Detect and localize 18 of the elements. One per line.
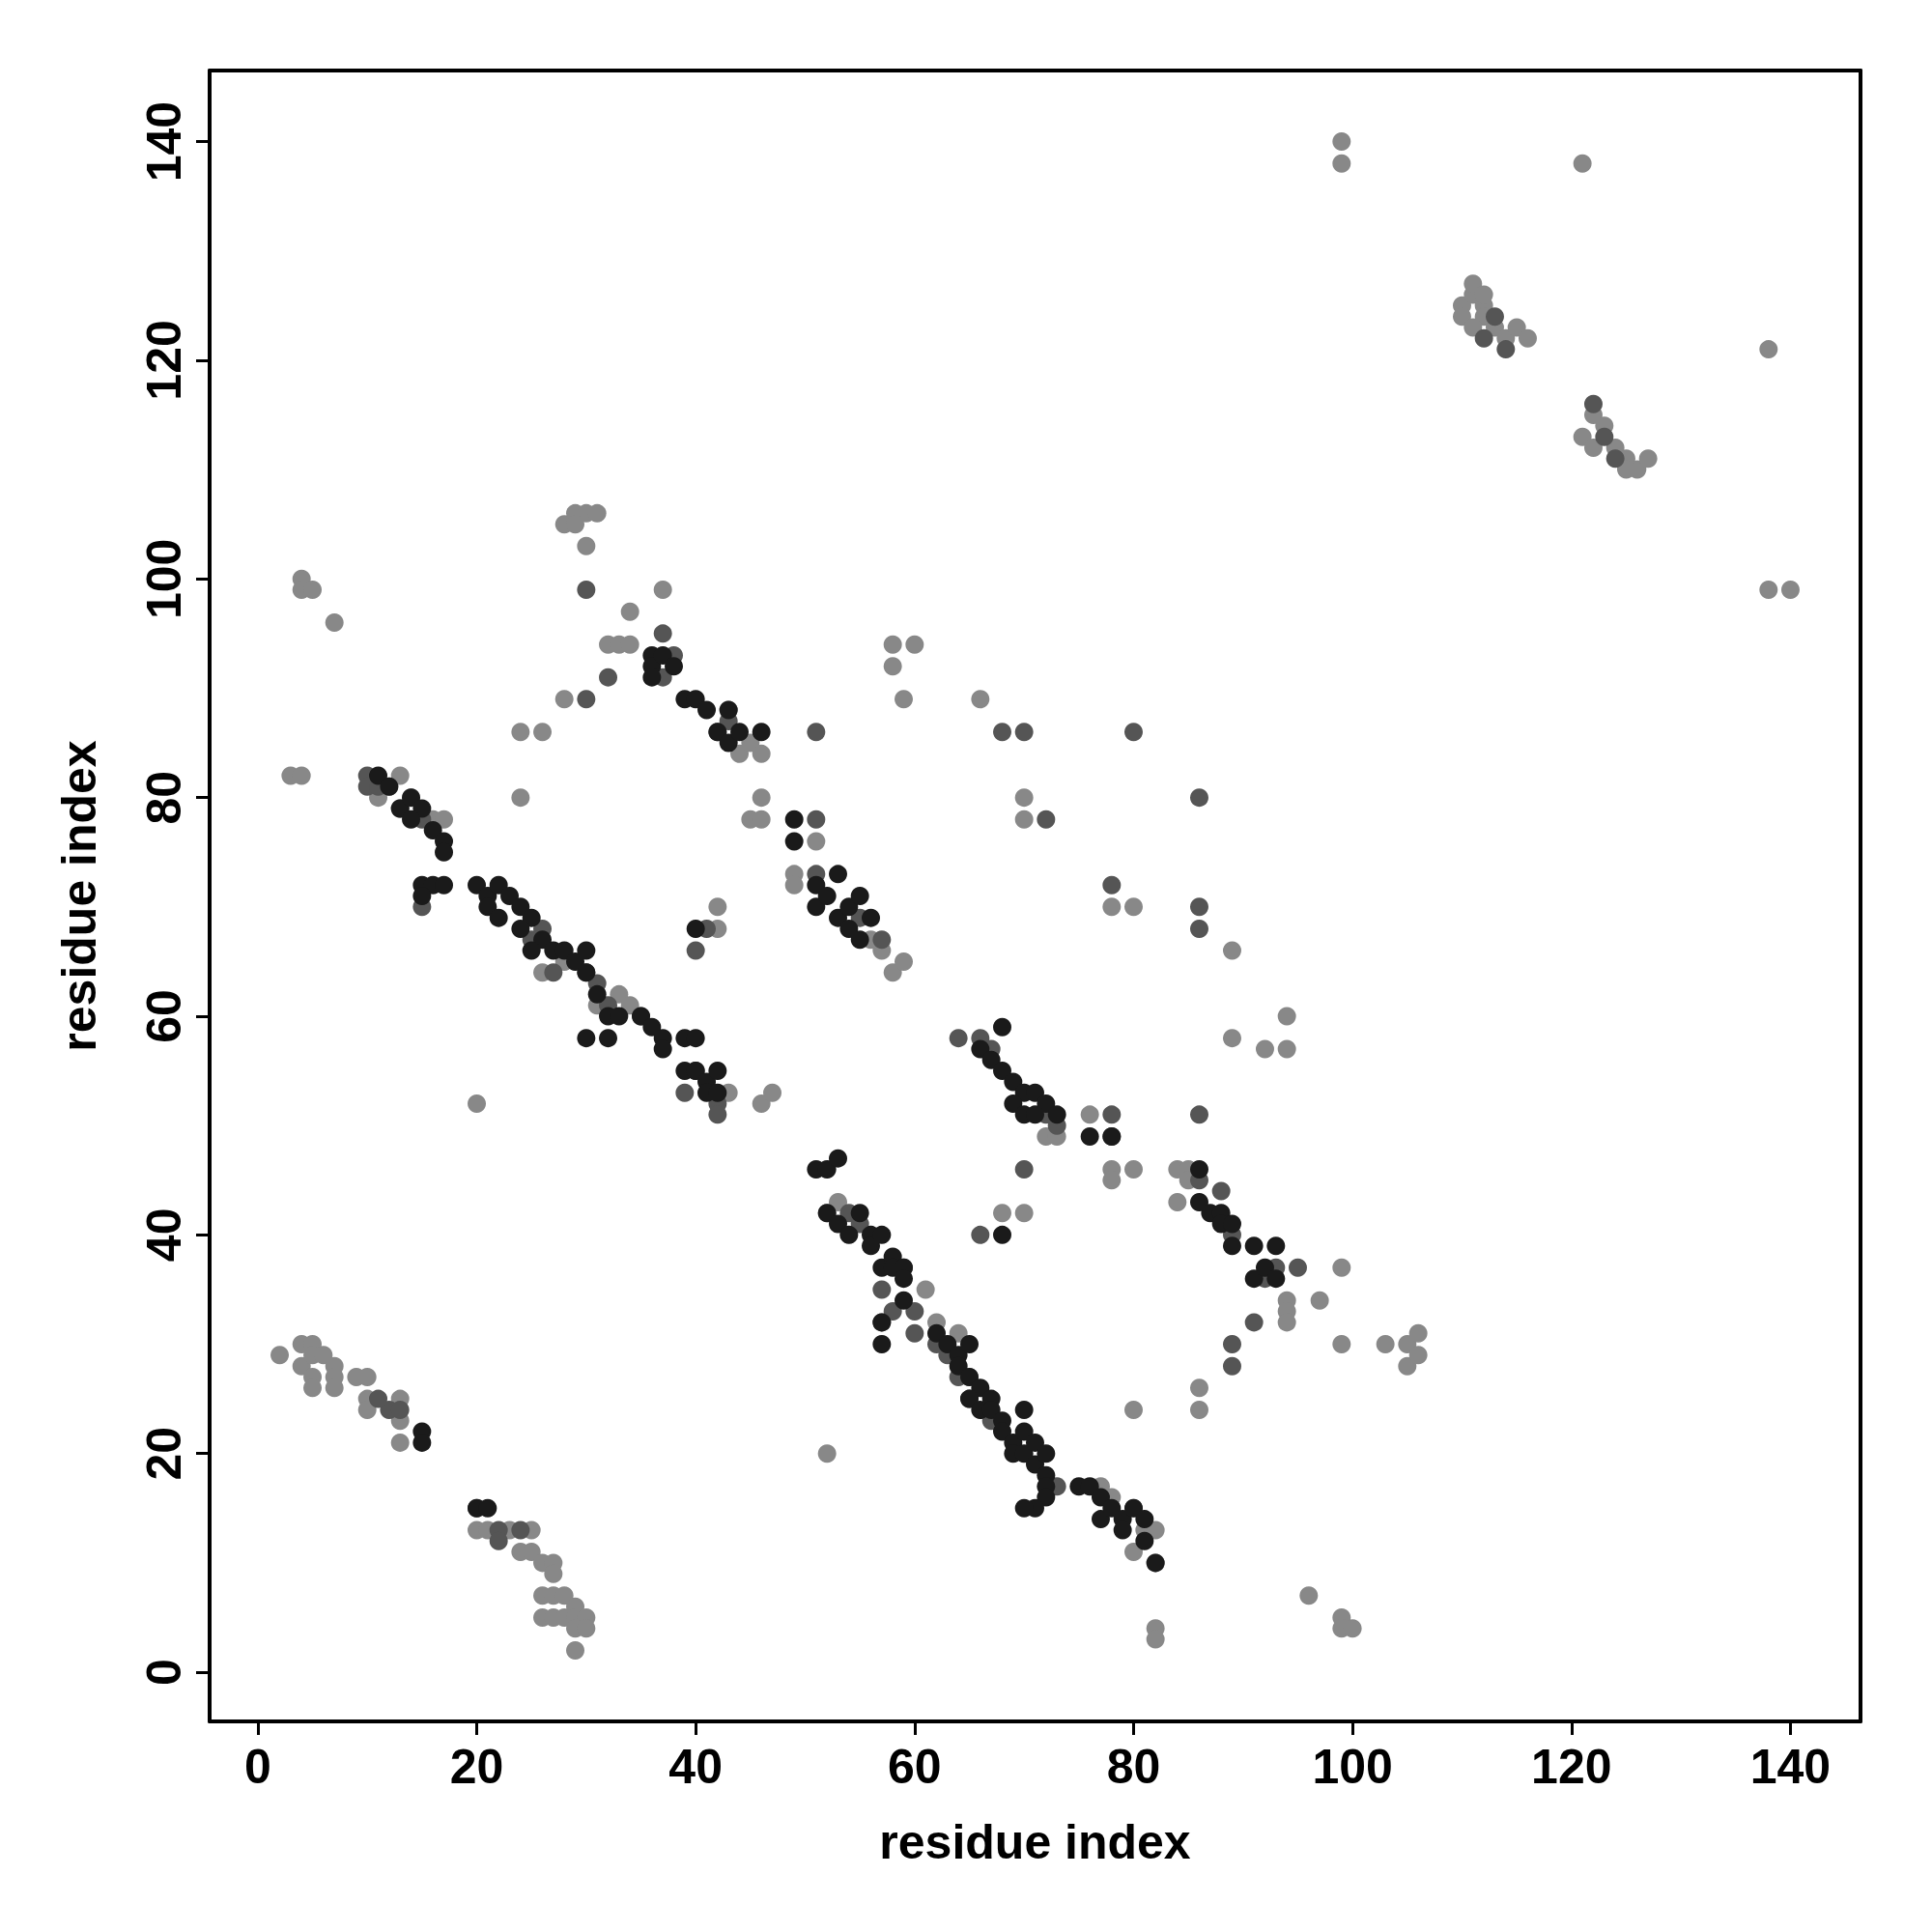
y-tick-label: 0 [137, 1659, 191, 1686]
x-tick-label: 140 [1749, 1740, 1832, 1794]
x-tick-label: 80 [1106, 1740, 1161, 1794]
y-tick-label: 140 [137, 100, 191, 183]
y-tick-label: 80 [137, 770, 191, 825]
x-axis-title: residue index [879, 1815, 1191, 1869]
y-axis-title: residue index [52, 740, 106, 1052]
y-tick-label: 60 [137, 989, 191, 1043]
y-tick-label: 120 [137, 320, 191, 401]
y-tick-label: 40 [137, 1208, 191, 1263]
x-tick-label: 40 [668, 1740, 723, 1794]
y-tick-label: 100 [137, 538, 191, 619]
x-tick-label: 100 [1312, 1740, 1393, 1794]
y-tick-label: 20 [137, 1426, 191, 1481]
x-tick-label: 120 [1531, 1740, 1612, 1794]
x-tick-label: 60 [888, 1740, 942, 1794]
x-tick-label: 0 [243, 1740, 271, 1794]
x-tick-label: 20 [449, 1740, 504, 1794]
